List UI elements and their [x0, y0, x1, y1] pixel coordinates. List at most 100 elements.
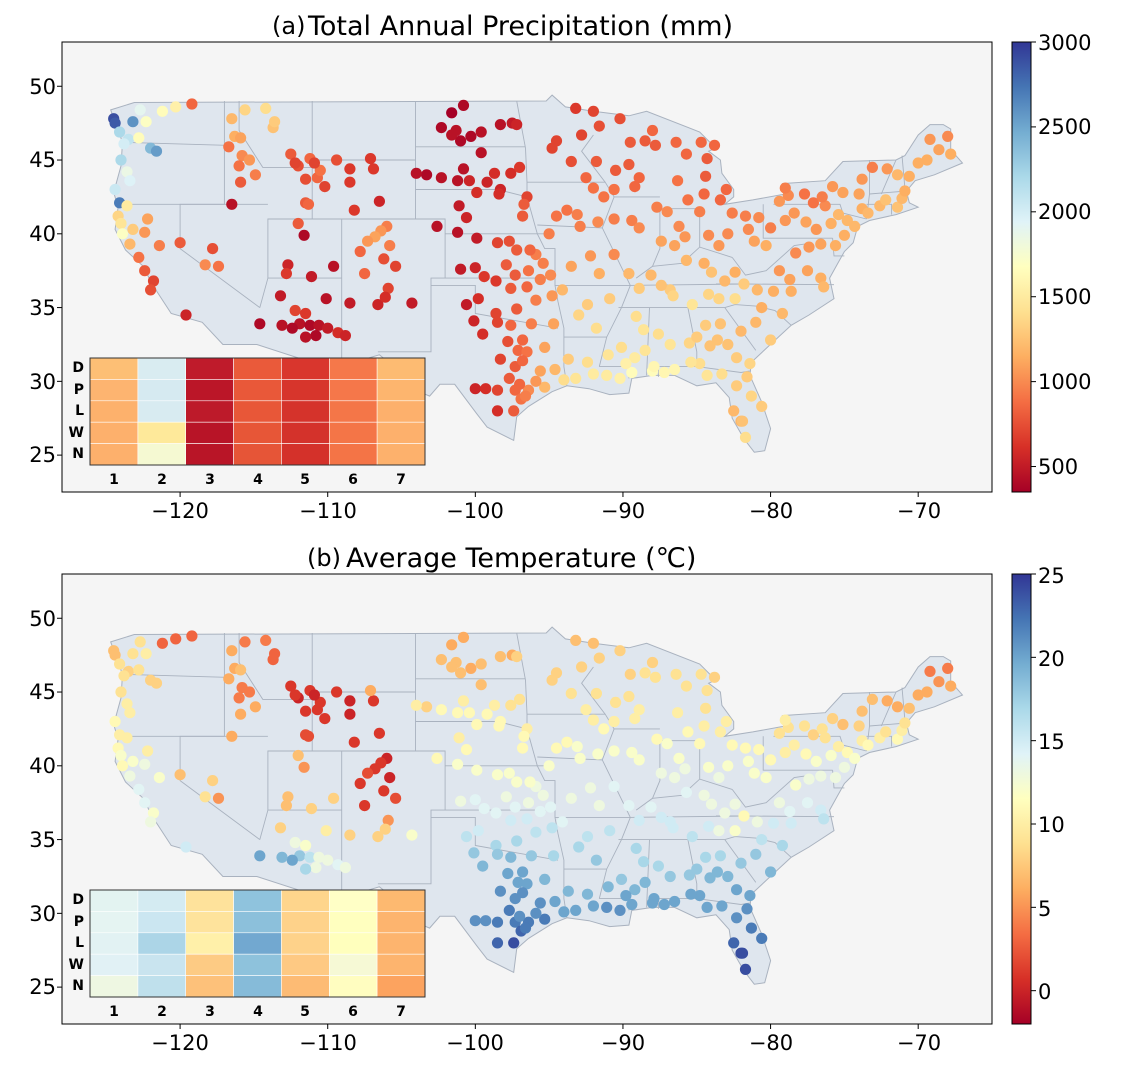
- inset-cell: [137, 443, 187, 466]
- station-point: [713, 825, 725, 837]
- station-point: [815, 804, 827, 816]
- station-point: [124, 770, 136, 782]
- inset-cell: [281, 379, 330, 402]
- station-point: [731, 352, 743, 364]
- station-point: [608, 715, 620, 728]
- station-point: [292, 217, 304, 230]
- panel-a-inset-row-label: W: [69, 425, 84, 441]
- state-border: [652, 246, 733, 267]
- station-point: [790, 247, 802, 259]
- station-point: [773, 797, 786, 809]
- station-point: [731, 884, 743, 896]
- inset-cell: [137, 911, 187, 934]
- station-point: [546, 822, 558, 834]
- station-point: [292, 749, 304, 762]
- station-point: [274, 290, 287, 302]
- station-point: [212, 792, 225, 804]
- station-point: [610, 696, 622, 709]
- station-point: [722, 870, 734, 883]
- station-point: [720, 715, 732, 728]
- station-point: [145, 284, 157, 296]
- station-point: [655, 279, 667, 291]
- station-point: [127, 116, 139, 128]
- station-point: [664, 338, 676, 351]
- station-point: [522, 797, 535, 809]
- station-point: [832, 741, 845, 753]
- station-point: [881, 163, 893, 175]
- station-point: [481, 708, 493, 720]
- inset-cell: [281, 400, 330, 423]
- inset-cell: [376, 889, 426, 912]
- station-point: [921, 686, 933, 698]
- station-point: [686, 831, 698, 843]
- station-point: [856, 173, 868, 185]
- inset-cell: [281, 421, 330, 444]
- station-point: [472, 825, 484, 837]
- station-point: [800, 748, 812, 760]
- station-point: [460, 744, 473, 756]
- station-point: [310, 862, 322, 874]
- station-point: [827, 181, 839, 193]
- station-point: [118, 138, 130, 150]
- station-point: [818, 813, 830, 825]
- station-point: [410, 167, 422, 179]
- panel-b-inset-col-label: 2: [157, 1004, 167, 1020]
- station-point: [453, 200, 465, 212]
- station-point: [469, 383, 481, 395]
- panel-b-ytick-label: 40: [29, 754, 56, 778]
- station-point: [639, 876, 651, 889]
- station-point: [604, 293, 616, 305]
- station-point: [285, 680, 297, 692]
- station-point: [912, 157, 924, 169]
- inset-cell: [376, 953, 426, 976]
- panel-b: (b) Average Temperature (℃) −120 −110 −1…: [29, 543, 1064, 1055]
- station-point: [765, 754, 777, 766]
- station-point: [580, 704, 592, 716]
- panel-a-xtick-label: −90: [601, 499, 645, 523]
- station-point: [731, 380, 743, 392]
- station-point: [139, 758, 151, 770]
- station-point: [633, 704, 645, 716]
- station-point: [109, 117, 121, 129]
- station-point: [285, 148, 297, 160]
- panel-a-ytick-label: 30: [29, 370, 56, 394]
- station-point: [359, 268, 371, 280]
- station-point: [384, 772, 396, 784]
- station-point: [174, 769, 186, 781]
- panel-a-inset-col-label: 5: [300, 472, 310, 488]
- station-point: [435, 654, 447, 666]
- station-point: [633, 282, 645, 294]
- station-point: [680, 148, 693, 160]
- panel-a-colorbar-tick-label: 2000: [1038, 200, 1091, 224]
- station-point: [260, 634, 272, 647]
- panel-b-xtick-label: −110: [299, 1031, 357, 1055]
- station-point: [367, 695, 380, 707]
- station-point: [452, 175, 464, 187]
- station-point: [153, 772, 165, 784]
- station-point: [469, 262, 481, 274]
- station-point: [590, 322, 603, 334]
- station-point: [626, 746, 638, 759]
- station-point: [742, 755, 755, 768]
- station-point: [598, 191, 610, 203]
- station-point: [286, 854, 298, 866]
- station-point: [565, 155, 577, 168]
- panel-a-ytick-label: 50: [29, 75, 56, 99]
- station-point: [736, 415, 749, 427]
- station-point: [249, 701, 261, 713]
- station-point: [729, 798, 741, 810]
- station-point: [698, 789, 710, 801]
- inset-cell: [328, 421, 378, 444]
- station-point: [694, 358, 706, 370]
- station-point: [491, 848, 504, 860]
- station-point: [406, 297, 418, 309]
- station-point: [601, 901, 613, 914]
- station-point: [518, 198, 530, 210]
- station-point: [493, 720, 505, 732]
- station-point: [810, 223, 822, 235]
- station-point: [751, 816, 763, 828]
- station-point: [519, 390, 532, 402]
- station-point: [735, 325, 747, 337]
- station-point: [788, 207, 800, 219]
- state-border: [618, 836, 792, 858]
